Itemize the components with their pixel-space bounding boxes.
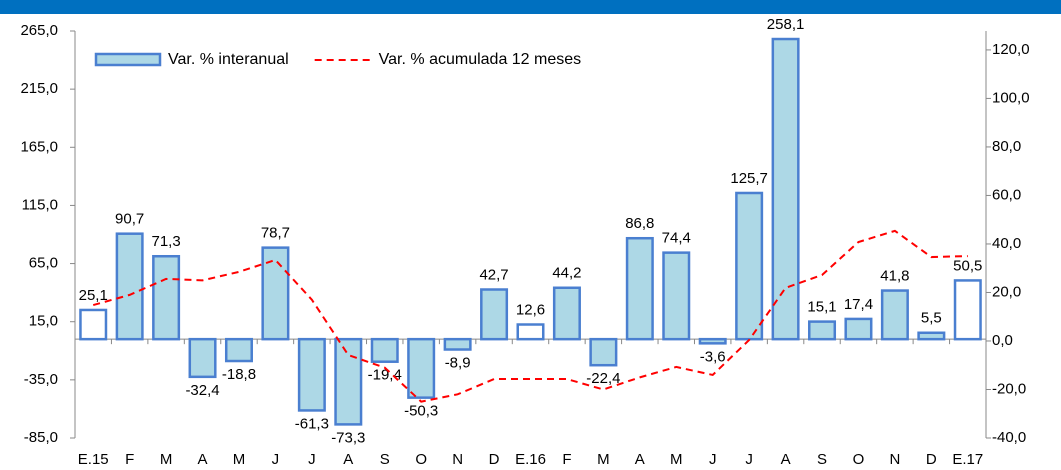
bar: [953, 279, 982, 341]
x-tick-label: O: [853, 451, 865, 468]
value-label: -8,9: [445, 354, 471, 371]
x-tick-label: S: [817, 451, 827, 468]
value-label: 12,6: [516, 301, 545, 318]
value-label: 125,7: [730, 170, 768, 187]
value-label: 41,8: [880, 268, 909, 285]
value-label: 42,7: [479, 266, 508, 283]
x-tick-label: J: [745, 451, 753, 468]
y2-tick-label: 100,0: [992, 89, 1030, 106]
value-label: -73,3: [331, 429, 365, 446]
x-tick-label: E.16: [515, 451, 546, 468]
header-band: [0, 0, 1061, 14]
value-label: 78,7: [261, 225, 290, 242]
x-tick-label: A: [198, 451, 208, 468]
value-label: 15,1: [807, 299, 836, 316]
value-label: -50,3: [404, 403, 438, 420]
line: [92, 229, 968, 403]
x-tick-label: J: [709, 451, 717, 468]
bar: [334, 337, 363, 426]
y-tick-label: 115,0: [22, 196, 58, 213]
x-tick-label: D: [926, 451, 937, 468]
value-label: 17,4: [844, 296, 873, 313]
value-label: -19,4: [368, 367, 402, 384]
y2-tick-label: 60,0: [992, 186, 1021, 203]
bar: [735, 191, 764, 341]
bar: [443, 337, 472, 351]
x-tick-label: M: [160, 451, 173, 468]
bar: [844, 317, 873, 341]
value-label: 5,5: [921, 310, 942, 327]
y-tick-label: -35,0: [24, 371, 58, 388]
y2-tick-label: 0,0: [992, 332, 1013, 349]
value-label: 258,1: [767, 16, 805, 33]
legend: Var. % interanual Var. % acumulada 12 mes…: [94, 51, 581, 68]
bar: [261, 246, 290, 341]
x-tick-label: F: [562, 451, 571, 468]
legend-label: Var. % acumulada 12 meses: [379, 51, 581, 68]
bar: [480, 288, 509, 341]
value-label: -32,4: [185, 382, 219, 399]
x-tick-label: S: [380, 451, 390, 468]
x-tick-label: O: [415, 451, 427, 468]
bar: [917, 331, 946, 341]
x-tick-label: A: [343, 451, 353, 468]
bar: [115, 232, 144, 341]
legend-label: Var. % interanual: [168, 51, 289, 68]
y2-tick-label: 20,0: [992, 283, 1021, 300]
bar: [407, 337, 436, 399]
bar: [224, 337, 253, 363]
x-tick-label: M: [597, 451, 610, 468]
x-tick-label: J: [272, 451, 280, 468]
value-label: -22,4: [586, 370, 620, 387]
x-tick-label: N: [889, 451, 900, 468]
bar: [552, 286, 581, 341]
value-label: 90,7: [115, 211, 144, 228]
value-label: 44,2: [552, 265, 581, 282]
y-tick-label: 165,0: [20, 138, 58, 155]
value-label: -3,6: [700, 348, 726, 365]
x-tick-label: N: [452, 451, 463, 468]
x-tick-label: M: [233, 451, 246, 468]
bar: [370, 337, 399, 363]
bar: [771, 37, 800, 341]
y-tick-label: 215,0: [20, 80, 58, 97]
y-tick-label: -85,0: [24, 429, 58, 446]
y-tick-label: 265,0: [20, 22, 58, 39]
x-tick-label: F: [125, 451, 134, 468]
y2-tick-label: -40,0: [992, 429, 1026, 446]
y-tick-label: 15,0: [29, 313, 58, 330]
y-tick-label: 65,0: [29, 255, 58, 272]
x-tick-label: A: [635, 451, 645, 468]
bar: [297, 337, 326, 412]
bar: [880, 289, 909, 341]
bar: [589, 337, 618, 367]
value-label: -18,8: [222, 366, 256, 383]
value-label: 50,5: [953, 257, 982, 274]
bar: [79, 308, 108, 341]
y2-tick-label: 80,0: [992, 138, 1021, 155]
value-label: 74,4: [662, 230, 691, 247]
bar: [808, 320, 837, 341]
x-tick-label: E.15: [78, 451, 109, 468]
x-tick-label: M: [670, 451, 683, 468]
x-tick-label: D: [489, 451, 500, 468]
bar: [152, 254, 181, 341]
x-tick-label: A: [781, 451, 791, 468]
bar: [188, 337, 217, 379]
bar: [698, 337, 727, 345]
value-label: -61,3: [295, 415, 329, 432]
bar: [516, 323, 545, 341]
x-tick-label: J: [308, 451, 316, 468]
y2-tick-label: 120,0: [992, 41, 1030, 58]
bar: [662, 251, 691, 341]
legend-swatch: [94, 52, 162, 67]
value-label: 71,3: [151, 233, 180, 250]
value-label: 86,8: [625, 215, 654, 232]
y2-tick-label: -20,0: [992, 380, 1026, 397]
value-label: 25,1: [79, 287, 108, 304]
bar: [625, 236, 654, 341]
x-tick-label: E.17: [952, 451, 983, 468]
y2-tick-label: 40,0: [992, 235, 1021, 252]
